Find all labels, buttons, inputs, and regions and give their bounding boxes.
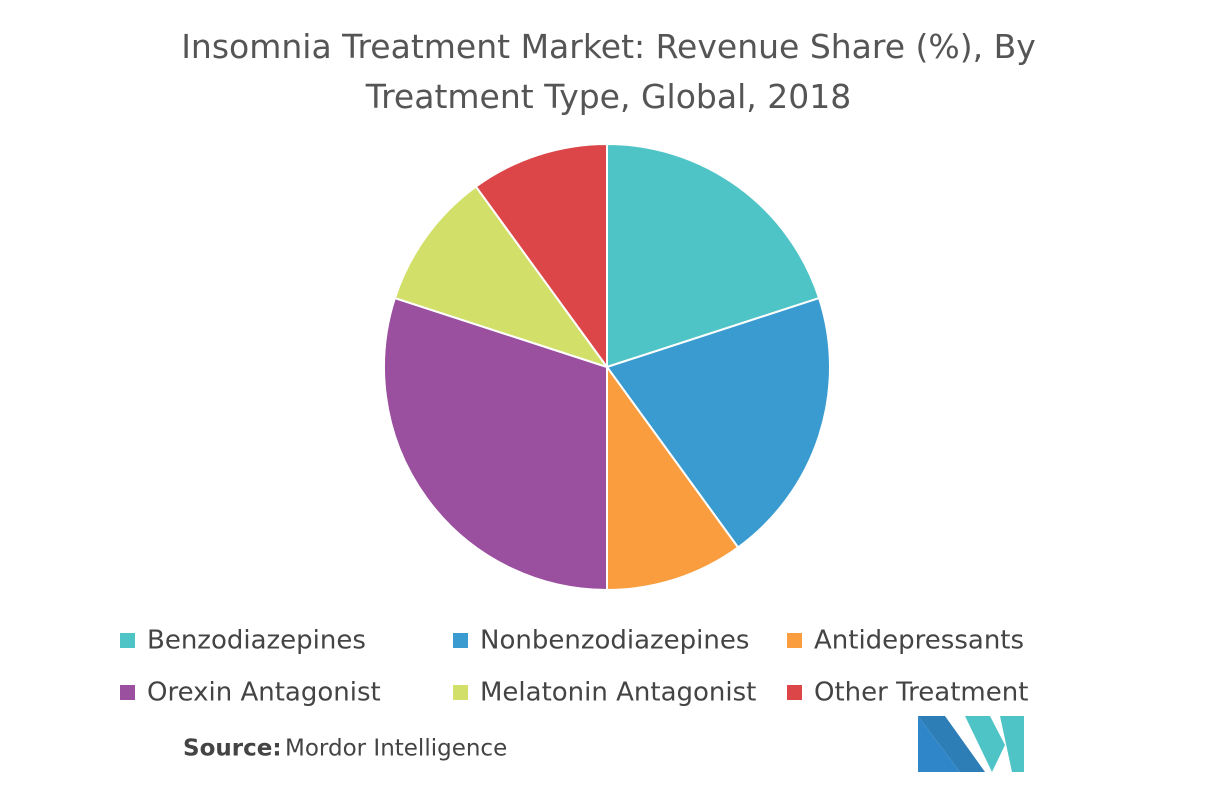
legend-label: Nonbenzodiazepines xyxy=(480,626,749,656)
legend-swatch xyxy=(120,633,135,648)
pie-slice xyxy=(605,296,831,549)
pie-slice xyxy=(606,142,821,369)
pie-slice xyxy=(383,296,608,592)
pie-slice xyxy=(606,363,740,592)
legend-swatch xyxy=(787,633,802,648)
legend-swatch xyxy=(453,633,468,648)
legend-label: Other Treatment xyxy=(814,678,1028,708)
logo xyxy=(918,716,1024,772)
source: Mordor Intelligence xyxy=(285,736,507,762)
source-label: Source: xyxy=(183,736,282,762)
legend-swatch xyxy=(453,685,468,700)
legend-label: Benzodiazepines xyxy=(147,626,366,656)
chart-title: Insomnia Treatment Market: Revenue Share… xyxy=(181,27,1036,116)
legend-swatch xyxy=(120,685,135,700)
legend-swatch xyxy=(787,685,802,700)
pie-slice xyxy=(393,185,610,369)
legend-label: Melatonin Antagonist xyxy=(480,678,756,708)
legend-label: Antidepressants xyxy=(814,626,1024,656)
pie-slice xyxy=(474,142,608,371)
legend-label: Orexin Antagonist xyxy=(147,678,381,708)
